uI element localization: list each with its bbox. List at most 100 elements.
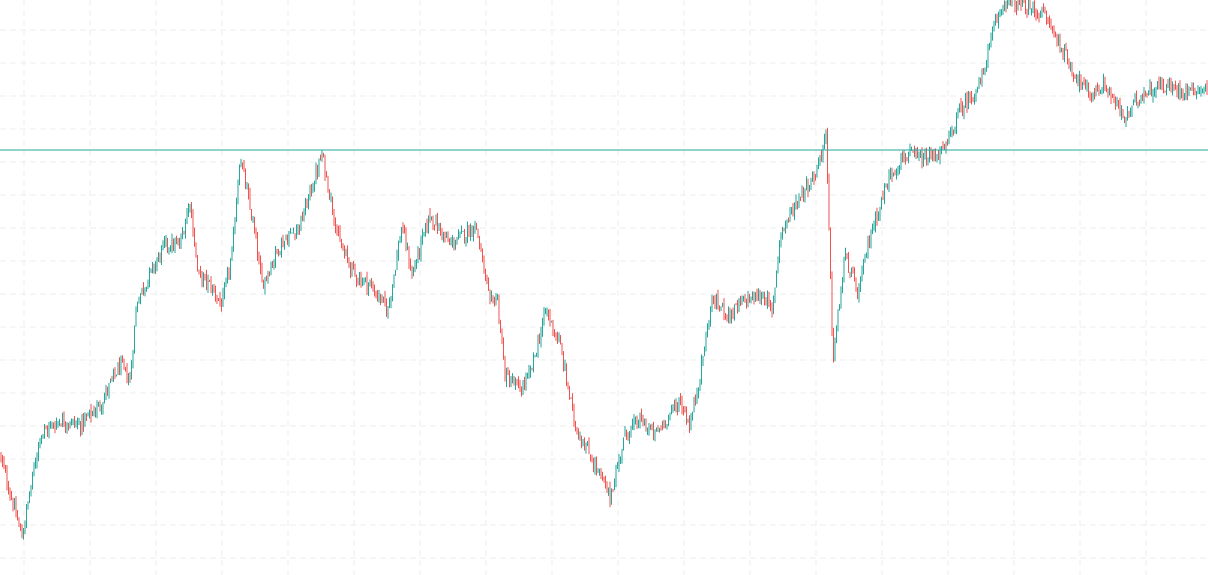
candle-body bbox=[288, 235, 290, 243]
candle-body bbox=[663, 421, 665, 428]
candle-body bbox=[890, 170, 891, 175]
candle-body bbox=[363, 278, 365, 284]
candle-body bbox=[608, 487, 609, 492]
candle-body bbox=[1085, 80, 1086, 88]
candle-body bbox=[344, 249, 345, 254]
candle-body bbox=[380, 294, 381, 303]
candle-body bbox=[246, 187, 248, 189]
candle-body bbox=[729, 307, 731, 320]
candle-body bbox=[549, 313, 551, 322]
candle-body bbox=[287, 239, 288, 244]
candle-body bbox=[840, 291, 842, 309]
candle-body bbox=[768, 297, 770, 303]
candle-body bbox=[467, 226, 468, 239]
candle-body bbox=[410, 263, 411, 271]
candle-body bbox=[147, 279, 149, 289]
candle-body bbox=[704, 349, 705, 357]
candle-body bbox=[233, 229, 234, 249]
candle-body bbox=[152, 264, 153, 268]
candle-body bbox=[225, 279, 227, 286]
candle-body bbox=[149, 270, 150, 282]
candle-body bbox=[167, 238, 168, 248]
candle-body bbox=[587, 444, 588, 446]
candle-body bbox=[129, 376, 131, 379]
candle-body bbox=[80, 423, 81, 431]
candle-body bbox=[774, 288, 776, 300]
candle-body bbox=[456, 239, 458, 245]
candle-body bbox=[198, 270, 200, 272]
candle-body bbox=[551, 320, 552, 323]
candle-body bbox=[1053, 27, 1055, 35]
candle-body bbox=[603, 478, 605, 483]
candle-body bbox=[176, 240, 177, 243]
candle-body bbox=[522, 383, 524, 393]
candle-body bbox=[23, 531, 24, 540]
candle-body bbox=[353, 264, 354, 266]
candle-body bbox=[1083, 80, 1085, 83]
candle-body bbox=[125, 367, 126, 369]
candle-body bbox=[1106, 88, 1107, 90]
candle-body bbox=[1188, 89, 1190, 96]
candle-body bbox=[947, 141, 948, 144]
candle-body bbox=[879, 208, 881, 216]
candle-body bbox=[101, 408, 102, 410]
candle-body bbox=[968, 94, 969, 109]
candle-body bbox=[143, 287, 144, 292]
candle-body bbox=[939, 150, 941, 161]
candle-body bbox=[159, 254, 161, 260]
candle-body bbox=[294, 233, 296, 237]
candle-body bbox=[744, 296, 746, 300]
candle-body bbox=[518, 380, 519, 384]
candle-body bbox=[1206, 84, 1208, 90]
candle-body bbox=[230, 260, 231, 275]
candle-body bbox=[260, 258, 261, 270]
candle-body bbox=[140, 293, 141, 301]
candle-body bbox=[617, 466, 618, 469]
candle-body bbox=[342, 248, 344, 251]
candle-body bbox=[828, 178, 830, 228]
candle-body bbox=[285, 238, 287, 240]
candle-body bbox=[1158, 80, 1160, 89]
candle-body bbox=[864, 256, 866, 260]
candle-body bbox=[1167, 84, 1169, 87]
candle-body bbox=[123, 362, 125, 367]
candle-body bbox=[891, 169, 893, 177]
candle-body bbox=[135, 310, 137, 327]
candle-body bbox=[539, 339, 540, 342]
candle-body bbox=[989, 43, 990, 48]
candle-body bbox=[144, 288, 146, 292]
candle-body bbox=[579, 436, 581, 439]
candle-body bbox=[521, 391, 522, 393]
candle-body bbox=[462, 231, 464, 233]
candle-body bbox=[1127, 109, 1128, 118]
candle-body bbox=[99, 403, 101, 409]
candle-body bbox=[623, 438, 624, 451]
candle-body bbox=[872, 229, 873, 235]
candle-body bbox=[408, 248, 410, 265]
candle-body bbox=[1094, 92, 1095, 97]
candle-body bbox=[545, 311, 546, 313]
candle-body bbox=[954, 128, 956, 133]
candle-body bbox=[837, 310, 839, 329]
candle-body bbox=[861, 269, 863, 279]
candle-body bbox=[1097, 85, 1098, 92]
candle-body bbox=[854, 271, 855, 278]
candle-body bbox=[950, 131, 951, 134]
candle-body bbox=[321, 153, 323, 160]
candle-body bbox=[482, 249, 483, 258]
candle-body bbox=[806, 181, 807, 190]
candle-body bbox=[873, 225, 875, 231]
candle-body bbox=[632, 424, 633, 427]
candle-body bbox=[242, 163, 243, 166]
candle-body bbox=[788, 218, 789, 220]
candle-body bbox=[749, 297, 750, 302]
candle-body bbox=[650, 426, 651, 430]
candle-body bbox=[249, 193, 251, 208]
candle-body bbox=[6, 470, 8, 486]
candle-body bbox=[641, 414, 642, 419]
candle-body bbox=[1187, 84, 1188, 95]
candle-body bbox=[372, 286, 374, 290]
candle-body bbox=[1179, 82, 1181, 95]
candle-body bbox=[56, 422, 57, 428]
candle-body bbox=[897, 169, 899, 172]
